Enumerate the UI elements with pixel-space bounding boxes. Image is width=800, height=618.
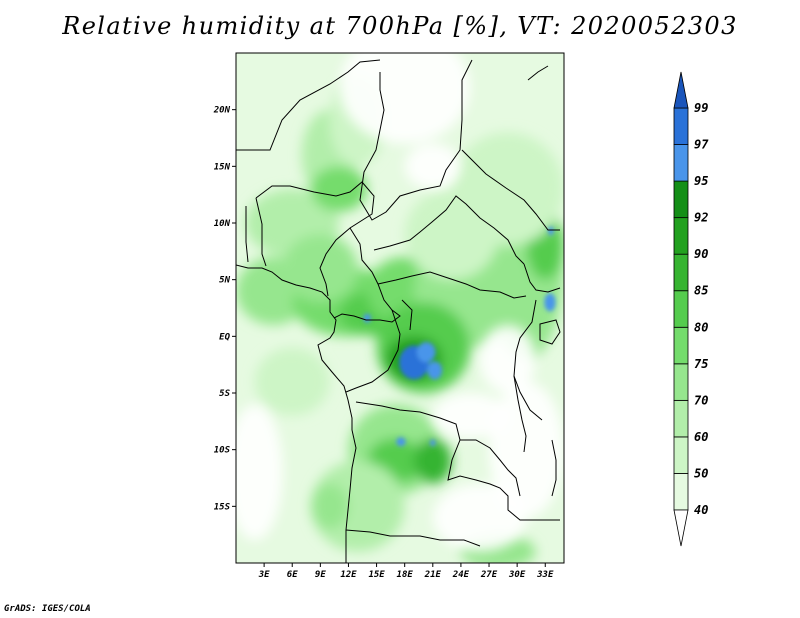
dry-zone <box>236 404 283 541</box>
dry-zone <box>404 143 461 189</box>
dry-zone <box>432 483 527 552</box>
border-benin-togo <box>245 197 267 267</box>
border-car-drc <box>377 271 527 299</box>
border-sahara-west <box>236 59 381 151</box>
border-chad-car <box>373 195 525 265</box>
dry-areas <box>236 53 564 552</box>
border-nigeria <box>255 181 375 297</box>
colorbar-top-arrow <box>673 71 689 109</box>
saturated-patch <box>427 361 443 380</box>
saturated-patch <box>544 293 556 312</box>
lon-tick-label: 15E <box>368 570 385 580</box>
colorbar-label: 40 <box>694 503 708 517</box>
dry-zone <box>489 381 564 518</box>
saturated-patch <box>396 437 406 447</box>
longitude-axis: 3E 6E 9E 12E 15E 18E 21E 24E 27E 30E 33E <box>258 563 554 580</box>
humidity-blob <box>310 483 349 529</box>
colorbar-label: 90 <box>694 247 708 261</box>
lat-tick-label: EQ <box>219 332 230 342</box>
saturated-patch <box>416 342 436 363</box>
lon-tick-label: 18E <box>397 570 414 580</box>
humidity-blob <box>310 461 405 552</box>
colorbar-segment <box>673 107 689 145</box>
colorbar-segment <box>673 180 689 219</box>
border-lake-malawi <box>551 439 557 497</box>
colorbar-segment <box>673 399 689 438</box>
colorbar-segment <box>673 217 689 255</box>
lon-tick-label: 24E <box>452 570 470 580</box>
lon-tick-label: 27E <box>480 570 498 580</box>
plot-area <box>235 52 565 564</box>
humidity-blob <box>404 189 499 280</box>
lat-tick-label: 10N <box>214 219 231 229</box>
lat-tick-label: 5S <box>219 389 230 399</box>
colorbar-label: 75 <box>694 357 708 371</box>
border-sudan-ss <box>461 149 560 231</box>
lon-tick-label: 33E <box>536 570 554 580</box>
border-east <box>513 263 561 421</box>
border-angola <box>355 401 560 521</box>
colorbar-bottom-arrow <box>673 509 689 547</box>
lat-tick-label: 15S <box>214 502 231 512</box>
lat-tick-label: 10S <box>214 446 231 456</box>
colorbar-label: 80 <box>694 320 708 334</box>
border-red-sea <box>527 65 549 81</box>
border-cameroon <box>333 227 401 323</box>
colorbar-segment <box>673 326 689 365</box>
latitude-axis: 20N 15N 10N 5N EQ 5S 10S 15S <box>213 106 236 512</box>
colorbar-label: 70 <box>694 393 708 407</box>
colorbar-segment <box>673 144 689 182</box>
lon-tick-label: 12E <box>340 570 357 580</box>
dry-zone <box>479 325 536 393</box>
dry-zone <box>432 393 508 439</box>
country-borders <box>236 59 561 563</box>
border-namibia <box>345 529 481 547</box>
colorbar-label: 85 <box>694 284 708 298</box>
colorbar-segment <box>673 253 689 292</box>
border-zambia <box>460 439 521 497</box>
colorbar: 40 50 60 70 75 80 85 90 92 95 97 99 <box>673 71 709 547</box>
dry-zone <box>339 53 471 144</box>
colorbar-segment <box>673 473 689 511</box>
saturated-patch <box>429 439 436 447</box>
lon-tick-label: 30E <box>508 570 526 580</box>
humidity-blob <box>254 347 330 416</box>
plot-frame <box>235 52 565 564</box>
saturated-patch <box>363 313 371 323</box>
border-lake-tanganyika <box>513 375 527 453</box>
coastline-west-africa <box>236 264 357 563</box>
lat-tick-label: 5N <box>219 276 230 286</box>
map-title: Relative humidity at 700hPa [%], VT: 202… <box>62 12 738 40</box>
colorbar-label: 60 <box>694 430 708 444</box>
border-lake-victoria <box>539 319 561 345</box>
colorbar-label: 50 <box>694 466 708 480</box>
saturated-areas <box>363 226 556 447</box>
colorbar-segment <box>673 436 689 474</box>
humidity-blob <box>310 166 368 212</box>
colorbar-segment <box>673 290 689 328</box>
colorbar-label: 97 <box>694 138 709 152</box>
saturated-patch <box>548 226 554 236</box>
colorbar-label: 92 <box>694 211 708 225</box>
colorbar-label: 95 <box>694 174 708 188</box>
lon-tick-label: 9E <box>315 570 326 580</box>
lon-tick-label: 21E <box>424 570 442 580</box>
colorbar-label: 99 <box>694 101 708 115</box>
border-libya-chad <box>359 59 473 221</box>
border-congo <box>345 299 413 393</box>
humidity-blob <box>414 438 452 484</box>
grads-credit: GrADS: IGES/COLA <box>4 604 91 614</box>
lon-tick-label: 6E <box>287 570 298 580</box>
colorbar-segment <box>673 363 689 401</box>
lon-tick-label: 3E <box>258 570 270 580</box>
lat-tick-label: 15N <box>214 162 231 172</box>
lat-tick-label: 20N <box>213 106 231 116</box>
